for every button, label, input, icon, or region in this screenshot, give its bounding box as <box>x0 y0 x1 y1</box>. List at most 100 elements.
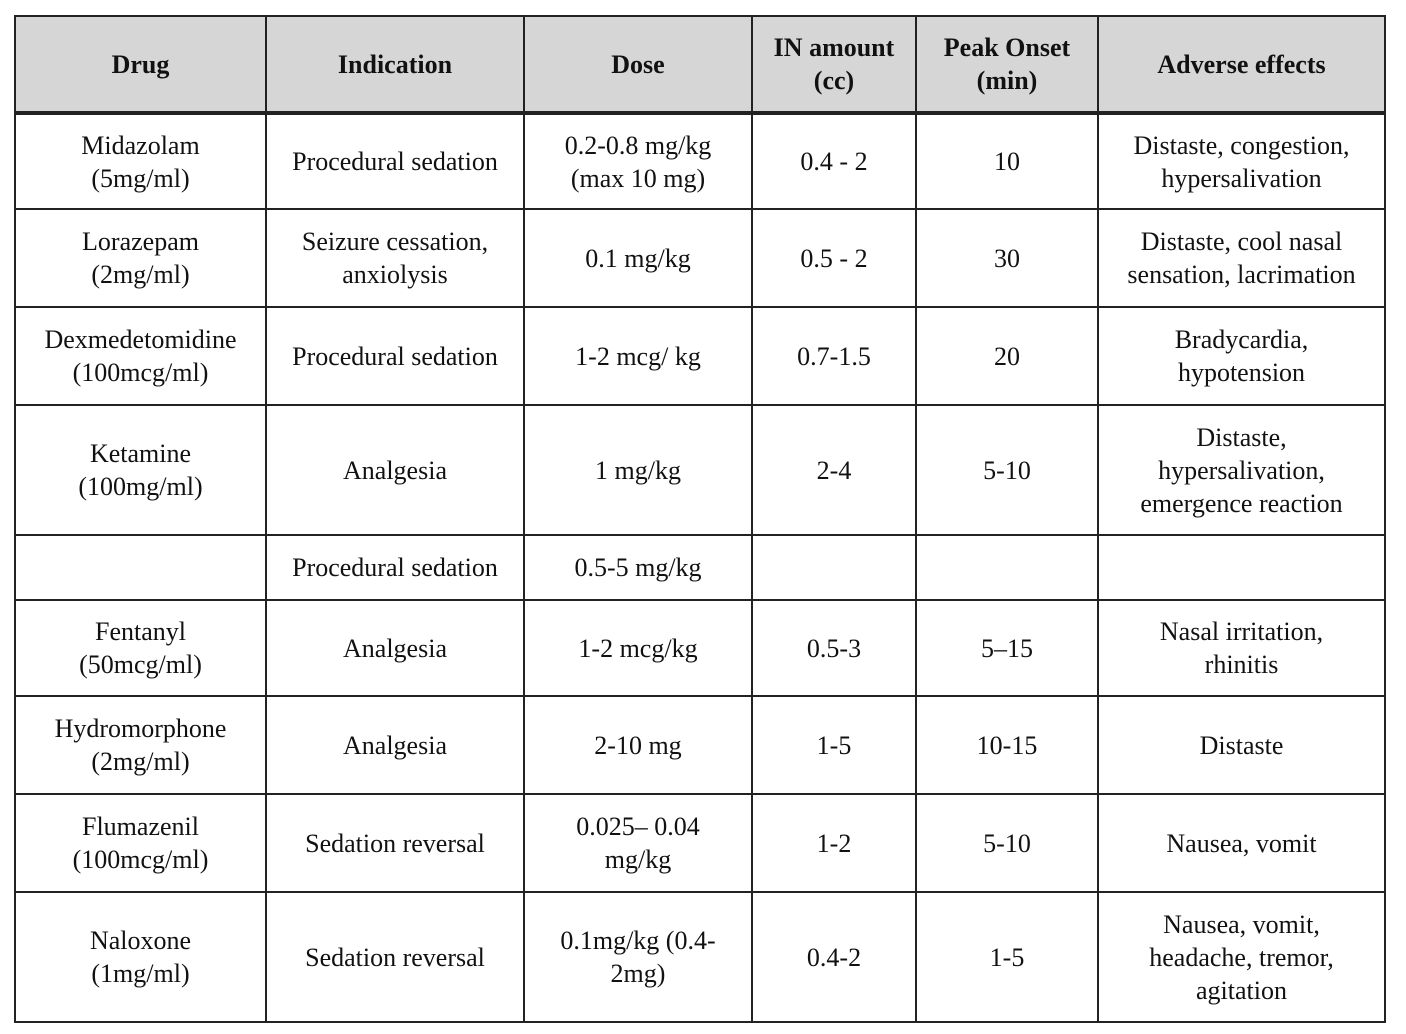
cell-text-line: anxiolysis <box>342 260 448 289</box>
cell-text-line: Ketamine <box>89 439 192 468</box>
cell-text-line: 5-10 <box>983 455 1031 485</box>
header-drug: Drug <box>14 15 267 115</box>
cell-text-line: 5–15 <box>981 633 1033 663</box>
cell-drug: Hydromorphone (2mg/ml) <box>14 695 267 795</box>
cell-text-line: headache, tremor, <box>1149 942 1334 972</box>
cell-text-line: (100mcg/ml) <box>72 845 209 874</box>
cell-text-line: Fentanyl <box>95 617 186 646</box>
cell-text-line: 0.5-5 mg/kg <box>574 553 702 582</box>
cell-drug: Flumazenil (100mcg/ml) <box>14 793 267 893</box>
cell-drug: Naloxone (1mg/ml) <box>14 891 267 1023</box>
cell-text-line: Drug <box>111 49 170 79</box>
cell-text-line: Distaste, <box>1196 422 1287 452</box>
header-indication: Indication <box>265 15 525 115</box>
cell-text-line: Bradycardia, <box>1174 325 1309 354</box>
cell-indication: Seizure cessation, anxiolysis <box>265 208 525 308</box>
cell-dose: 0.5-5 mg/kg <box>523 534 753 601</box>
cell-indication: Sedation reversal <box>265 891 525 1023</box>
cell-text-line: agitation <box>1196 975 1287 1005</box>
cell-dose: 1-2 mcg/kg <box>523 599 753 697</box>
cell-text-line: 1-2 <box>816 828 852 858</box>
cell-in-amount: 0.4-2 <box>751 891 917 1023</box>
cell-dose: 1-2 mcg/ kg <box>523 306 753 406</box>
cell-drug <box>14 534 267 601</box>
cell-text-line: (1mg/ml) <box>91 959 190 988</box>
cell-dose: 0.2-0.8 mg/kg (max 10 mg) <box>523 112 753 210</box>
header-row: Drug Indication Dose IN amount (cc) Peak Onse… <box>14 15 1386 115</box>
cell-text-line: Sedation reversal <box>305 942 485 972</box>
cell-in-amount: 1-5 <box>751 695 917 795</box>
cell-text-line: Lorazepam <box>82 227 199 256</box>
cell-text-line: (max 10 mg) <box>570 163 706 193</box>
cell-indication: Procedural sedation <box>265 306 525 406</box>
table-body: Midazolam (5mg/ml) Procedural sedation 0.2-… <box>14 112 1386 1023</box>
cell-indication: Analgesia <box>265 599 525 697</box>
cell-indication: Sedation reversal <box>265 793 525 893</box>
cell-text-line: Peak Onset <box>943 33 1071 62</box>
cell-text-line: emergence reaction <box>1140 488 1343 518</box>
cell-text-line: Indication <box>337 49 453 79</box>
cell-adverse-effects: Nausea, vomit, headache, tremor, agitation <box>1097 891 1386 1023</box>
cell-drug: Fentanyl (50mcg/ml) <box>14 599 267 697</box>
cell-text-line: Distaste <box>1199 730 1284 760</box>
cell-text-line: Nausea, vomit, <box>1163 909 1320 939</box>
cell-in-amount: 2-4 <box>751 404 917 536</box>
cell-peak-onset: 5-10 <box>915 793 1099 893</box>
cell-indication: Analgesia <box>265 695 525 795</box>
table-row: Procedural sedation 0.5-5 mg/kg <box>14 534 1386 601</box>
cell-text-line: hypersalivation <box>1161 163 1322 193</box>
cell-adverse-effects: Nasal irritation, rhinitis <box>1097 599 1386 697</box>
cell-text-line: Distaste, cool nasal <box>1140 227 1343 256</box>
cell-text-line: 1 mg/kg <box>595 455 681 485</box>
cell-text-line: 0.4-2 <box>806 942 862 972</box>
cell-peak-onset: 10-15 <box>915 695 1099 795</box>
cell-text-line: Dose <box>611 49 665 79</box>
cell-text-line: 0.5-3 <box>806 633 862 663</box>
cell-peak-onset: 20 <box>915 306 1099 406</box>
cell-text-line: IN amount <box>773 33 895 62</box>
cell-text-line: Analgesia <box>343 455 447 485</box>
cell-adverse-effects: Distaste, cool nasal sensation, lacrimati… <box>1097 208 1386 308</box>
header-in-amount: IN amount (cc) <box>751 15 917 115</box>
table-row: Flumazenil (100mcg/ml) Sedation reversal 0.… <box>14 793 1386 893</box>
cell-adverse-effects: Nausea, vomit <box>1097 793 1386 893</box>
cell-text-line: (2mg/ml) <box>91 747 190 776</box>
cell-text-line: 2-10 mg <box>594 730 682 760</box>
cell-text-line: 1-2 mcg/ kg <box>575 341 701 371</box>
cell-text-line: Nausea, vomit <box>1166 828 1317 858</box>
cell-in-amount <box>751 534 917 601</box>
cell-text-line: sensation, lacrimation <box>1127 260 1356 289</box>
cell-drug: Lorazepam (2mg/ml) <box>14 208 267 308</box>
cell-text-line: 10 <box>994 147 1020 176</box>
cell-text-line: Sedation reversal <box>305 828 485 858</box>
cell-peak-onset: 1-5 <box>915 891 1099 1023</box>
header-peak-onset: Peak Onset (min) <box>915 15 1099 115</box>
drug-table: Drug Indication Dose IN amount (cc) Peak Onse… <box>14 15 1386 1023</box>
cell-text-line: Naloxone <box>89 926 192 955</box>
cell-text-line: Nasal irritation, <box>1159 617 1324 646</box>
cell-peak-onset: 10 <box>915 112 1099 210</box>
cell-text-line: Adverse effects <box>1157 49 1326 79</box>
cell-text-line: hypotension <box>1177 358 1306 387</box>
table-row: Dexmedetomidine (100mcg/ml) Procedural sed… <box>14 306 1386 406</box>
table-row: Hydromorphone (2mg/ml) Analgesia 2-10 mg 1-5… <box>14 695 1386 795</box>
cell-adverse-effects <box>1097 534 1386 601</box>
cell-text-line: 0.025– 0.04 <box>576 812 700 841</box>
cell-text-line: Analgesia <box>343 730 447 760</box>
cell-text-line: 0.7-1.5 <box>797 341 871 371</box>
cell-text-line: 0.1 mg/kg <box>585 243 691 273</box>
cell-text-line: (5mg/ml) <box>91 163 190 193</box>
cell-text-line: (min) <box>976 66 1038 95</box>
cell-text-line: mg/kg <box>604 845 672 874</box>
cell-text-line: (100mcg/ml) <box>72 358 209 387</box>
cell-dose: 0.025– 0.04 mg/kg <box>523 793 753 893</box>
cell-in-amount: 0.5-3 <box>751 599 917 697</box>
cell-adverse-effects: Distaste, hypersalivation, emergence react… <box>1097 404 1386 536</box>
cell-text-line: 0.1mg/kg (0.4- <box>560 926 716 955</box>
cell-adverse-effects: Distaste, congestion, hypersalivation <box>1097 112 1386 210</box>
cell-text-line: (50mcg/ml) <box>79 650 202 679</box>
cell-text-line: Hydromorphone <box>54 714 227 743</box>
cell-peak-onset: 30 <box>915 208 1099 308</box>
header-adverse-effects: Adverse effects <box>1097 15 1386 115</box>
cell-text-line: 2-4 <box>816 455 852 485</box>
